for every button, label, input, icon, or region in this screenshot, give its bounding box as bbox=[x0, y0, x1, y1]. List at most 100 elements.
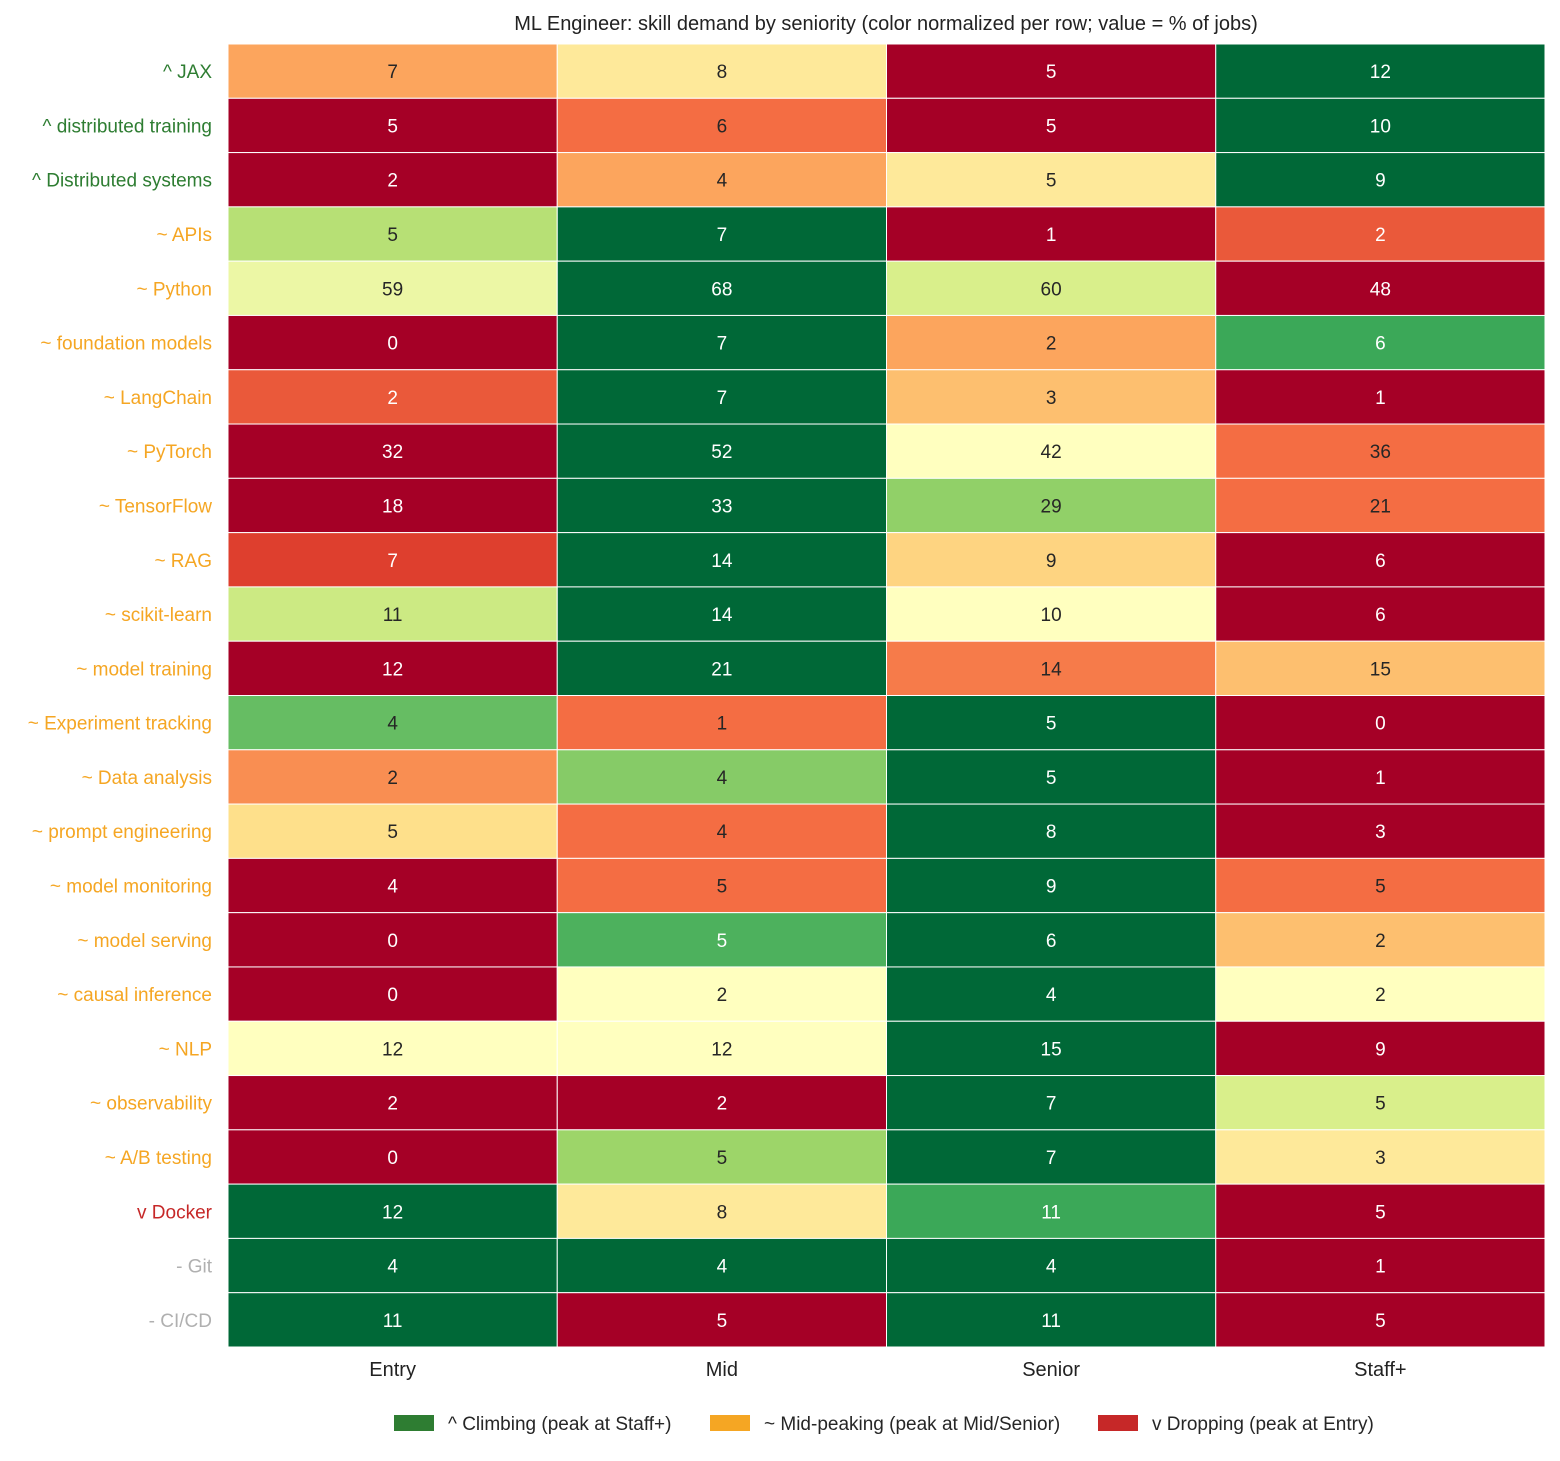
heatmap-cell bbox=[886, 532, 1217, 588]
cell-value-label: 11 bbox=[1041, 1311, 1061, 1332]
legend-label: v Dropping (peak at Entry) bbox=[1152, 1414, 1374, 1435]
cell-value-label: 42 bbox=[1041, 442, 1062, 463]
heatmap-cell bbox=[556, 912, 887, 968]
cell-value-label: 5 bbox=[1375, 1094, 1386, 1115]
heatmap-cell bbox=[227, 423, 558, 479]
heatmap-cell bbox=[1215, 640, 1546, 696]
row-label: ~ PyTorch bbox=[127, 442, 212, 463]
cell-value-label: 12 bbox=[382, 1202, 403, 1223]
heatmap-cell bbox=[556, 206, 887, 262]
cell-value-label: 14 bbox=[711, 551, 733, 572]
cell-value-label: 3 bbox=[1046, 388, 1057, 409]
cell-value-label: 1 bbox=[1375, 1257, 1386, 1278]
cell-value-label: 0 bbox=[1375, 714, 1386, 735]
heatmap-cells: 7 8 5 125 6 5 102 4 5 95 7 1 259 68 60 480 7 2 62 7 3 132 52 42… bbox=[227, 43, 1546, 1348]
heatmap-cell bbox=[227, 640, 558, 696]
cell-value-label: 1 bbox=[1375, 768, 1386, 789]
cell-value-label: 5 bbox=[387, 225, 398, 246]
heatmap-cell bbox=[227, 966, 558, 1022]
heatmap-cell bbox=[1215, 966, 1546, 1022]
cell-value-label: 9 bbox=[1375, 1039, 1386, 1060]
cell-value-label: 5 bbox=[717, 1311, 728, 1332]
row-label: ~ model training bbox=[76, 659, 212, 680]
heatmap-cell bbox=[1215, 586, 1546, 642]
row-label: ~ NLP bbox=[159, 1039, 212, 1060]
column-labels: Entry Mid Senior Staff+ bbox=[369, 1359, 1406, 1381]
heatmap-cell bbox=[556, 97, 887, 154]
cell-value-label: 5 bbox=[387, 116, 398, 137]
heatmap-cell bbox=[556, 640, 887, 696]
cell-value-label: 5 bbox=[1375, 877, 1386, 898]
cell-value-label: 2 bbox=[387, 171, 398, 192]
row-label: - CI/CD bbox=[149, 1311, 212, 1332]
heatmap-cell bbox=[556, 1075, 887, 1131]
cell-value-label: 2 bbox=[387, 1094, 398, 1115]
cell-value-label: 2 bbox=[1375, 985, 1386, 1006]
heatmap-cell bbox=[1215, 912, 1546, 968]
cell-value-label: 6 bbox=[1046, 931, 1057, 952]
row-label: ~ scikit-learn bbox=[105, 605, 212, 626]
cell-value-label: 3 bbox=[1375, 1148, 1386, 1169]
cell-value-label: 2 bbox=[1375, 225, 1386, 246]
cell-value-label: 9 bbox=[1375, 171, 1386, 192]
chart-title: ML Engineer: skill demand by seniority (… bbox=[514, 13, 1257, 35]
cell-value-label: 14 bbox=[1041, 659, 1063, 680]
heatmap-cell bbox=[886, 1292, 1217, 1348]
cell-value-label: 11 bbox=[383, 605, 403, 626]
heatmap-cell bbox=[556, 1292, 887, 1348]
cell-value-label: 5 bbox=[1046, 768, 1057, 789]
heatmap-cell bbox=[556, 43, 887, 99]
cell-value-label: 29 bbox=[1041, 496, 1062, 517]
cell-value-label: 4 bbox=[387, 714, 398, 735]
cell-value-label: 9 bbox=[1046, 551, 1057, 572]
heatmap-cell bbox=[556, 152, 887, 208]
heatmap-cell bbox=[886, 314, 1217, 371]
cell-value-label: 10 bbox=[1041, 605, 1062, 626]
cell-value-label: 5 bbox=[717, 877, 728, 898]
heatmap-cell bbox=[556, 532, 887, 588]
cell-value-label: 15 bbox=[1041, 1039, 1062, 1060]
heatmap-cell bbox=[227, 369, 558, 425]
cell-value-label: 12 bbox=[382, 659, 403, 680]
heatmap-cell bbox=[886, 695, 1217, 751]
heatmap-cell bbox=[1215, 695, 1546, 751]
heatmap-cell bbox=[886, 423, 1217, 479]
heatmap-cell bbox=[227, 314, 558, 371]
heatmap-cell bbox=[1215, 1183, 1546, 1239]
cell-value-label: 7 bbox=[387, 551, 398, 572]
cell-value-label: 48 bbox=[1370, 279, 1391, 300]
cell-value-label: 4 bbox=[717, 171, 728, 192]
cell-value-label: 6 bbox=[717, 116, 728, 137]
cell-value-label: 5 bbox=[1046, 714, 1057, 735]
heatmap-cell bbox=[227, 260, 558, 316]
heatmap-cell bbox=[556, 966, 887, 1022]
column-label: Mid bbox=[706, 1359, 738, 1381]
heatmap-cell bbox=[1215, 369, 1546, 425]
column-label: Senior bbox=[1022, 1359, 1080, 1381]
row-label: ~ APIs bbox=[157, 225, 212, 246]
row-label: ~ prompt engineering bbox=[32, 822, 212, 843]
cell-value-label: 5 bbox=[1046, 116, 1057, 137]
cell-value-label: 7 bbox=[1046, 1094, 1057, 1115]
heatmap-cell bbox=[886, 1020, 1217, 1077]
cell-value-label: 11 bbox=[383, 1311, 403, 1332]
cell-value-label: 4 bbox=[387, 1257, 398, 1278]
cell-value-label: 5 bbox=[717, 931, 728, 952]
row-label: ~ causal inference bbox=[57, 985, 212, 1006]
cell-value-label: 1 bbox=[717, 714, 728, 735]
heatmap-cell bbox=[556, 1183, 887, 1239]
heatmap-cell bbox=[1215, 749, 1546, 805]
row-label: ~ observability bbox=[90, 1094, 212, 1115]
cell-value-label: 6 bbox=[1375, 334, 1386, 355]
heatmap-cell bbox=[227, 1183, 558, 1239]
cell-value-label: 8 bbox=[717, 1202, 728, 1223]
heatmap-cell bbox=[227, 857, 558, 914]
cell-value-label: 7 bbox=[387, 62, 398, 83]
heatmap-cell bbox=[556, 260, 887, 316]
cell-value-label: 15 bbox=[1370, 659, 1391, 680]
cell-value-label: 4 bbox=[717, 822, 728, 843]
cell-value-label: 10 bbox=[1370, 116, 1391, 137]
cell-value-label: 4 bbox=[1046, 1257, 1057, 1278]
heatmap-cell bbox=[886, 43, 1217, 99]
